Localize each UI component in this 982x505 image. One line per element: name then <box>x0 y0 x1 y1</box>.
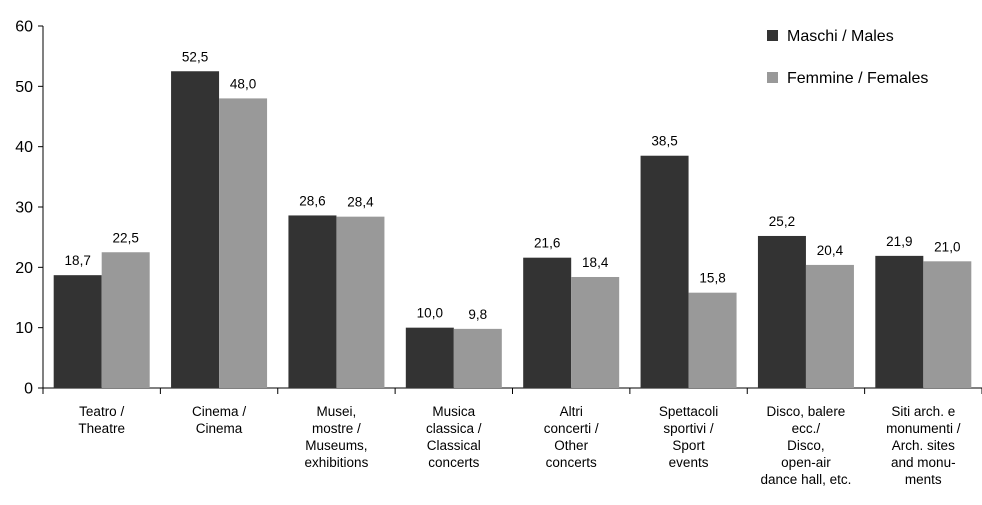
legend-swatch <box>767 72 778 83</box>
data-label: 21,0 <box>934 239 960 254</box>
category-label: Cinema / Cinema <box>192 404 246 436</box>
data-label: 21,9 <box>886 234 912 249</box>
category-label: Siti arch. e monumenti / Arch. sites and mo… <box>886 404 961 487</box>
bar-females <box>923 261 972 388</box>
y-tick-label: 30 <box>15 200 33 217</box>
data-label: 20,4 <box>817 243 844 258</box>
data-label: 18,4 <box>582 255 609 270</box>
data-label: 18,7 <box>65 253 91 268</box>
data-label: 9,8 <box>468 307 487 322</box>
data-label: 21,6 <box>534 236 560 251</box>
category-label: Musei, mostre / Museums, exhibitions <box>305 404 369 470</box>
bar-females <box>805 264 854 388</box>
y-tick-label: 0 <box>24 381 33 398</box>
category-label: Disco, balere ecc./Disco, open-air dance ha… <box>761 404 852 487</box>
bar-females <box>101 252 150 388</box>
bar-males <box>171 71 220 388</box>
data-label: 28,6 <box>299 193 325 208</box>
data-label: 15,8 <box>699 271 725 286</box>
data-label: 48,0 <box>230 76 256 91</box>
data-label: 10,0 <box>417 306 443 321</box>
legend: Maschi / Males Femmine / Females <box>767 28 928 87</box>
data-label: 28,4 <box>347 195 374 210</box>
bar-males <box>875 255 924 388</box>
category-label: Teatro / Theatre <box>78 404 125 436</box>
bar-females <box>219 98 268 389</box>
legend-label: Maschi / Males <box>787 28 894 45</box>
bar-females <box>571 276 620 388</box>
bar-males <box>640 155 689 388</box>
category-label: Musica classica / Classical concerts <box>426 404 482 470</box>
data-label: 22,5 <box>113 230 139 245</box>
y-tick-label: 60 <box>15 19 33 36</box>
bar-females <box>688 292 737 388</box>
legend-label: Femmine / Females <box>787 70 928 87</box>
label-layer: 18,7 22,5 Teatro / Theatre 52,5 48,0 Cinema / C… <box>65 49 961 487</box>
data-label: 38,5 <box>651 134 677 149</box>
data-label: 25,2 <box>769 214 795 229</box>
category-label: Spettacoli sportivi / Sport events <box>659 404 718 470</box>
y-tick-label: 10 <box>15 320 33 337</box>
bar-females <box>453 328 502 388</box>
bar-males <box>405 327 454 388</box>
bar-males <box>53 275 102 388</box>
bar-layer <box>53 71 972 389</box>
category-label: Altri concerti / Other concerts <box>544 404 599 470</box>
y-tick-label: 20 <box>15 260 33 277</box>
data-label: 52,5 <box>182 49 208 64</box>
y-tick-label: 50 <box>15 79 33 96</box>
bar-males <box>757 235 806 388</box>
legend-swatch <box>767 30 778 41</box>
bar-females <box>336 216 385 388</box>
y-tick-label: 40 <box>15 139 33 156</box>
bar-males <box>523 257 572 388</box>
bar-males <box>288 215 337 388</box>
